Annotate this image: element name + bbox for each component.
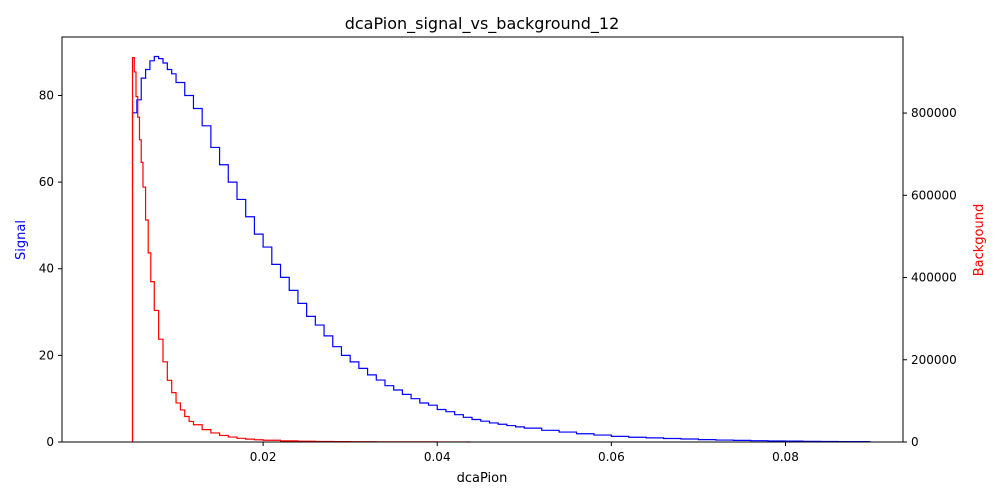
y-right-tick-label: 400000 (911, 271, 957, 285)
y-left-tick-label: 40 (39, 262, 54, 276)
signal-series-line (131, 55, 871, 443)
x-tick-label: 0.04 (424, 450, 451, 464)
y-right-tick-label: 800000 (911, 106, 957, 120)
y-left-tick-label: 20 (39, 348, 54, 362)
x-tick-label: 0.02 (250, 450, 277, 464)
y-axis-right: 0 200000 400000 600000 800000 (903, 106, 957, 449)
y-left-tick-label: 80 (39, 88, 54, 102)
chart-title: dcaPion_signal_vs_background_12 (345, 14, 620, 34)
y-axis-right-label: Backgound (972, 204, 987, 277)
y-left-tick-label: 0 (46, 435, 54, 449)
x-axis: 0.02 0.04 0.06 0.08 (250, 442, 799, 464)
y-right-tick-label: 200000 (911, 353, 957, 367)
y-axis-left-label: Signal (14, 220, 29, 260)
y-right-tick-label: 600000 (911, 188, 957, 202)
x-tick-label: 0.08 (772, 450, 799, 464)
x-axis-label: dcaPion (457, 471, 508, 486)
x-tick-label: 0.06 (598, 450, 625, 464)
y-left-tick-label: 60 (39, 175, 54, 189)
y-right-tick-label: 0 (911, 435, 919, 449)
y-axis-left: 0 20 40 60 80 (39, 88, 62, 449)
axes-frame (61, 36, 904, 443)
